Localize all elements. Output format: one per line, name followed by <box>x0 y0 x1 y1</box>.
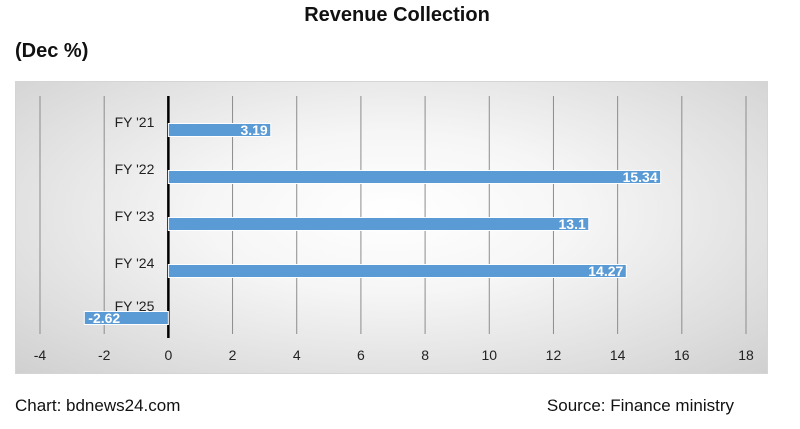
chart-credit: Chart: bdnews24.com <box>15 396 181 415</box>
x-tick-label: 16 <box>674 347 690 363</box>
chart-subtitle: (Dec %) <box>15 40 89 62</box>
x-tick-label: 2 <box>229 347 237 363</box>
category-label: FY '23 <box>115 208 155 224</box>
x-tick-label: -4 <box>34 347 47 363</box>
x-tick-label: 12 <box>546 347 562 363</box>
category-label: FY '24 <box>115 255 155 271</box>
x-tick-label: -2 <box>98 347 111 363</box>
bar <box>167 217 590 231</box>
data-label: 14.27 <box>588 263 623 279</box>
data-label: 13.1 <box>559 216 586 232</box>
source-note: Source: Finance ministry <box>546 396 734 415</box>
data-label: 15.34 <box>623 169 658 185</box>
x-tick-label: 10 <box>481 347 497 363</box>
bar <box>167 123 272 137</box>
data-label: -2.62 <box>88 310 120 326</box>
x-tick-label: 0 <box>164 347 172 363</box>
x-tick-label: 6 <box>357 347 365 363</box>
bar <box>83 311 169 325</box>
category-label: FY '22 <box>115 161 155 177</box>
x-tick-label: 14 <box>610 347 626 363</box>
category-label: FY '25 <box>115 298 155 314</box>
chart-title: Revenue Collection <box>304 4 490 26</box>
x-tick-label: 18 <box>738 347 754 363</box>
x-tick-label: 8 <box>421 347 429 363</box>
data-label: 3.19 <box>240 122 267 138</box>
bar <box>167 264 627 278</box>
x-tick-label: 4 <box>293 347 301 363</box>
category-label: FY '21 <box>115 114 155 130</box>
bar <box>167 170 662 184</box>
